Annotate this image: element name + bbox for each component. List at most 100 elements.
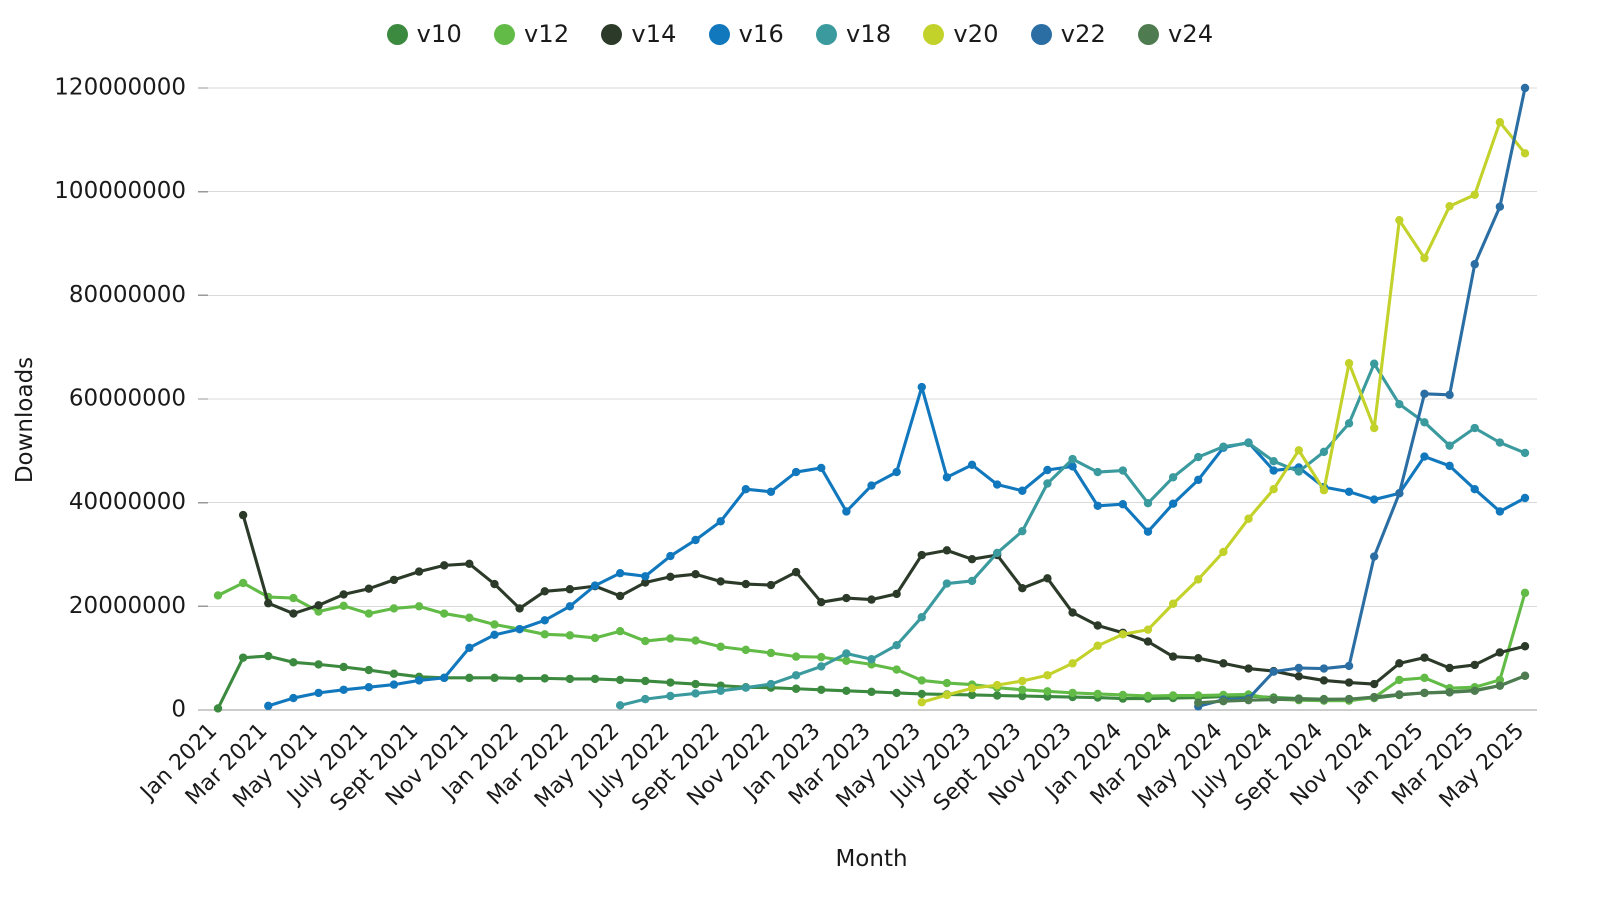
- data-point-v16[interactable]: [967, 460, 977, 470]
- data-point-v16[interactable]: [565, 602, 575, 611]
- data-point-v16[interactable]: [590, 581, 600, 590]
- data-point-v22[interactable]: [1470, 260, 1479, 269]
- data-point-v12[interactable]: [238, 578, 248, 588]
- data-point-v20[interactable]: [1118, 630, 1128, 639]
- data-point-v12[interactable]: [817, 652, 826, 662]
- data-point-v14[interactable]: [1018, 583, 1027, 593]
- data-point-v22[interactable]: [1319, 664, 1329, 673]
- data-point-v22[interactable]: [1269, 667, 1278, 676]
- data-point-v22[interactable]: [1445, 390, 1454, 400]
- data-point-v20[interactable]: [967, 684, 977, 693]
- data-point-v12[interactable]: [590, 633, 600, 643]
- data-point-v18[interactable]: [1143, 498, 1153, 508]
- data-point-v18[interactable]: [615, 701, 625, 710]
- data-point-v14[interactable]: [766, 580, 776, 590]
- data-point-v16[interactable]: [867, 481, 876, 490]
- data-point-v18[interactable]: [867, 655, 876, 664]
- data-point-v18[interactable]: [1470, 423, 1479, 433]
- data-point-v18[interactable]: [641, 694, 650, 704]
- data-point-v12[interactable]: [791, 652, 801, 661]
- data-point-v20[interactable]: [1495, 118, 1505, 127]
- data-point-v10[interactable]: [791, 684, 801, 693]
- data-point-v18[interactable]: [1495, 438, 1505, 447]
- data-point-v18[interactable]: [791, 671, 801, 680]
- data-point-v16[interactable]: [1420, 452, 1429, 461]
- data-point-v20[interactable]: [917, 698, 926, 707]
- legend-item-v22[interactable]: v22: [1030, 22, 1106, 46]
- data-point-v24[interactable]: [1520, 671, 1530, 680]
- data-point-v18[interactable]: [1018, 526, 1027, 536]
- data-point-v14[interactable]: [741, 579, 751, 589]
- data-point-v18[interactable]: [942, 579, 952, 588]
- data-point-v16[interactable]: [1043, 465, 1052, 475]
- data-point-v18[interactable]: [1244, 438, 1253, 448]
- data-point-v24[interactable]: [1319, 695, 1329, 704]
- data-point-v12[interactable]: [842, 656, 851, 665]
- data-point-v24[interactable]: [1495, 681, 1505, 690]
- data-point-v14[interactable]: [1093, 621, 1102, 630]
- data-point-v10[interactable]: [666, 678, 675, 687]
- data-point-v18[interactable]: [892, 641, 901, 650]
- data-point-v10[interactable]: [691, 679, 700, 689]
- data-point-v14[interactable]: [289, 609, 298, 618]
- data-point-v16[interactable]: [666, 551, 675, 561]
- data-point-v16[interactable]: [364, 682, 374, 692]
- data-point-v14[interactable]: [490, 579, 499, 589]
- data-point-v18[interactable]: [1369, 359, 1379, 368]
- data-point-v18[interactable]: [741, 683, 751, 692]
- data-point-v18[interactable]: [1068, 454, 1077, 464]
- data-point-v14[interactable]: [1219, 659, 1228, 668]
- data-point-v12[interactable]: [1420, 673, 1429, 683]
- data-point-v14[interactable]: [364, 584, 374, 593]
- data-point-v16[interactable]: [1269, 466, 1278, 475]
- data-point-v18[interactable]: [766, 679, 776, 689]
- data-point-v12[interactable]: [213, 591, 223, 600]
- data-point-v16[interactable]: [716, 517, 725, 526]
- data-point-v20[interactable]: [1319, 486, 1329, 495]
- data-point-v18[interactable]: [1319, 447, 1329, 457]
- data-point-v12[interactable]: [1520, 588, 1530, 598]
- data-point-v16[interactable]: [1520, 493, 1530, 503]
- data-point-v12[interactable]: [314, 607, 323, 616]
- data-point-v22[interactable]: [1294, 663, 1303, 673]
- data-point-v14[interactable]: [1344, 678, 1354, 687]
- data-point-v12[interactable]: [766, 648, 776, 658]
- data-point-v14[interactable]: [691, 570, 700, 579]
- data-point-v14[interactable]: [1168, 652, 1178, 661]
- data-point-v10[interactable]: [314, 660, 323, 669]
- data-point-v16[interactable]: [1495, 507, 1505, 516]
- data-point-v20[interactable]: [1219, 547, 1228, 557]
- data-point-v16[interactable]: [842, 507, 851, 516]
- data-point-v24[interactable]: [1194, 698, 1203, 707]
- data-point-v14[interactable]: [1420, 653, 1429, 662]
- data-point-v10[interactable]: [1018, 691, 1027, 701]
- data-point-v16[interactable]: [1194, 475, 1203, 485]
- data-point-v14[interactable]: [339, 590, 348, 599]
- data-point-v14[interactable]: [867, 595, 876, 604]
- data-point-v14[interactable]: [1143, 637, 1153, 646]
- data-point-v20[interactable]: [1194, 575, 1203, 584]
- data-point-v12[interactable]: [666, 634, 675, 643]
- data-point-v10[interactable]: [992, 691, 1002, 700]
- data-point-v22[interactable]: [1495, 202, 1505, 211]
- data-point-v16[interactable]: [540, 616, 549, 625]
- data-point-v14[interactable]: [440, 561, 449, 570]
- data-point-v16[interactable]: [1168, 499, 1178, 508]
- data-point-v14[interactable]: [515, 604, 524, 613]
- data-point-v22[interactable]: [1520, 83, 1530, 93]
- legend-item-v14[interactable]: v14: [601, 22, 676, 46]
- data-point-v10[interactable]: [490, 673, 499, 683]
- data-point-v12[interactable]: [1194, 691, 1203, 700]
- data-point-v14[interactable]: [1395, 659, 1404, 668]
- data-point-v14[interactable]: [1495, 648, 1505, 657]
- data-point-v18[interactable]: [1194, 452, 1203, 462]
- data-point-v14[interactable]: [389, 575, 399, 585]
- data-point-v20[interactable]: [1018, 676, 1027, 686]
- data-point-v18[interactable]: [1294, 467, 1303, 476]
- data-point-v16[interactable]: [942, 473, 952, 482]
- data-point-v22[interactable]: [1369, 552, 1379, 561]
- data-point-v16[interactable]: [339, 685, 348, 694]
- data-point-v16[interactable]: [1143, 527, 1153, 536]
- data-point-v20[interactable]: [1093, 641, 1102, 650]
- data-point-v22[interactable]: [1420, 389, 1429, 399]
